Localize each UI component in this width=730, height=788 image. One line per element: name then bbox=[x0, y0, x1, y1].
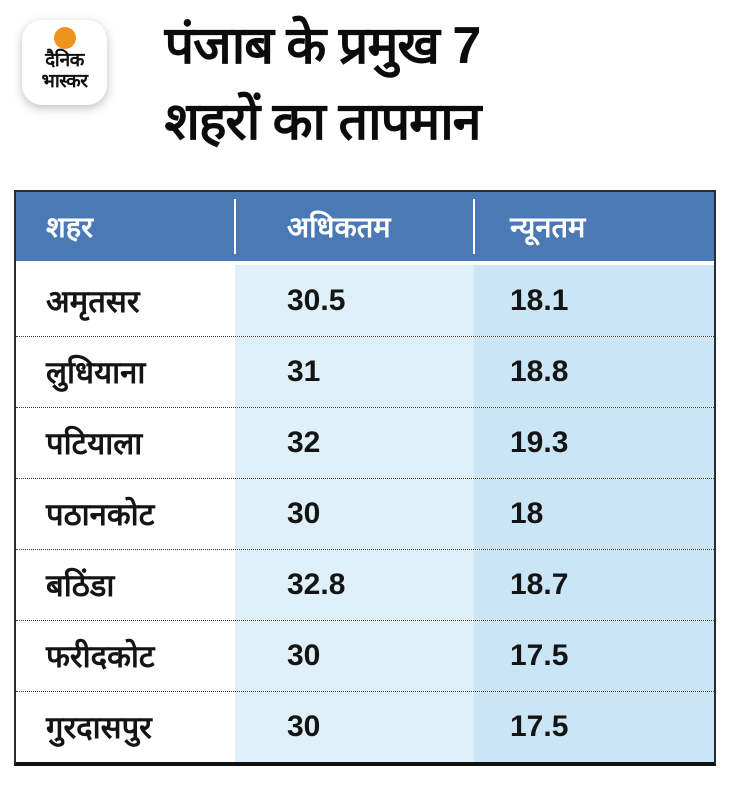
min-temp-cell: 18 bbox=[474, 479, 714, 549]
min-temp-cell: 19.3 bbox=[474, 408, 714, 478]
max-temp-cell: 30 bbox=[235, 692, 474, 762]
city-cell: पठानकोट bbox=[16, 479, 235, 549]
column-header-minimum: न्यूनतम bbox=[510, 212, 586, 244]
header-body-gap bbox=[16, 261, 714, 265]
dainik-bhaskar-logo: दैनिक भास्कर bbox=[22, 20, 107, 105]
table-row: गुरदासपुर 30 17.5 bbox=[16, 691, 714, 762]
temperature-table: शहर अधिकतम न्यूनतम अमृतसर 30.5 18.1 लुधि… bbox=[14, 190, 716, 766]
max-temp-cell: 31 bbox=[235, 337, 474, 407]
min-temp-cell: 18.7 bbox=[474, 550, 714, 620]
city-cell: अमृतसर bbox=[16, 265, 235, 336]
table-row: बठिंडा 32.8 18.7 bbox=[16, 549, 714, 620]
sun-icon bbox=[53, 27, 76, 49]
city-cell: गुरदासपुर bbox=[16, 692, 235, 762]
table-row: अमृतसर 30.5 18.1 bbox=[16, 265, 714, 336]
min-temp-cell: 17.5 bbox=[474, 621, 714, 691]
min-temp-cell: 18.8 bbox=[474, 337, 714, 407]
page-title-line2: शहरों का तापमान bbox=[164, 93, 481, 151]
city-cell: बठिंडा bbox=[16, 550, 235, 620]
max-temp-cell: 30.5 bbox=[235, 265, 474, 336]
table-row: फरीदकोट 30 17.5 bbox=[16, 620, 714, 691]
table-row: पठानकोट 30 18 bbox=[16, 478, 714, 549]
max-temp-cell: 32.8 bbox=[235, 550, 474, 620]
page-title: पंजाब के प्रमुख 7 शहरों का तापमान bbox=[0, 8, 645, 160]
column-header-maximum: अधिकतम bbox=[287, 212, 391, 244]
page-title-line1: पंजाब के प्रमुख 7 bbox=[164, 17, 482, 75]
table-row: पटियाला 32 19.3 bbox=[16, 407, 714, 478]
header-column-divider bbox=[473, 199, 475, 254]
column-header-city: शहर bbox=[46, 212, 93, 244]
logo-text-line2: भास्कर bbox=[41, 71, 88, 92]
min-temp-cell: 17.5 bbox=[474, 692, 714, 762]
logo-text-line1: दैनिक bbox=[45, 50, 84, 71]
table-header-row: शहर अधिकतम न्यूनतम bbox=[16, 192, 714, 261]
city-cell: फरीदकोट bbox=[16, 621, 235, 691]
city-cell: लुधियाना bbox=[16, 337, 235, 407]
header-column-divider bbox=[234, 199, 236, 254]
max-temp-cell: 32 bbox=[235, 408, 474, 478]
min-temp-cell: 18.1 bbox=[474, 265, 714, 336]
max-temp-cell: 30 bbox=[235, 621, 474, 691]
table-row: लुधियाना 31 18.8 bbox=[16, 336, 714, 407]
max-temp-cell: 30 bbox=[235, 479, 474, 549]
city-cell: पटियाला bbox=[16, 408, 235, 478]
